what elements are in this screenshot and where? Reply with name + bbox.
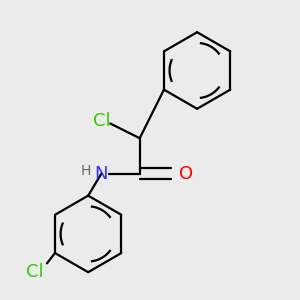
Text: Cl: Cl bbox=[26, 263, 44, 281]
Text: N: N bbox=[95, 165, 108, 183]
Text: O: O bbox=[179, 165, 194, 183]
Text: Cl: Cl bbox=[93, 112, 110, 130]
Text: H: H bbox=[81, 164, 91, 178]
